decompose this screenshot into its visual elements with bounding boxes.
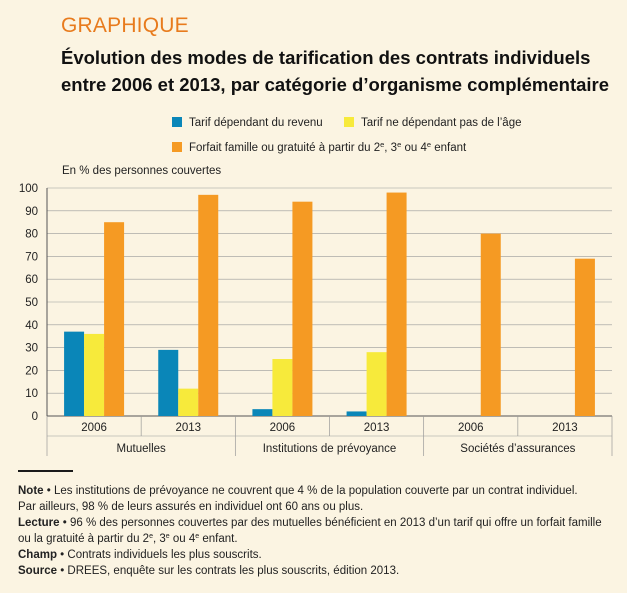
bar	[64, 331, 85, 416]
figure-title-line-1: Évolution des modes de tarification des …	[61, 47, 591, 68]
lecture-text-2-b: , 3	[152, 533, 166, 545]
legend-label: Forfait famille ou gratuité à partir du …	[189, 140, 467, 154]
note-label: Note	[18, 485, 44, 497]
bar-chart: Tarif dépendant du revenu Tarif ne dépend…	[19, 117, 613, 456]
bar	[386, 192, 407, 416]
lecture-text-2-a: ou la gratuité à partir du 2	[18, 533, 150, 545]
figure-notes: Note • Les institutions de prévoyance ne…	[18, 483, 613, 579]
champ-text: • Contrats individuels les plus souscrit…	[56, 549, 262, 561]
bar	[480, 233, 501, 416]
source-label: Source	[18, 565, 57, 577]
lecture-sup-2: e	[165, 533, 170, 540]
x-tick-label: 2013	[552, 422, 578, 434]
lecture-text-2-d: enfant.	[199, 533, 238, 545]
legend-swatch	[172, 117, 182, 127]
bar	[346, 411, 367, 416]
lecture-sup-3: e	[195, 533, 200, 540]
lecture-line-2: ou la gratuité à partir du 2e, 3e ou 4e …	[18, 531, 613, 547]
figure-kicker: GRAPHIQUE	[61, 14, 189, 37]
lecture-sup-1: e	[149, 533, 153, 540]
x-tick-label: 2006	[458, 422, 484, 434]
x-tick-label: 2013	[364, 422, 390, 434]
x-tick-label: 2006	[81, 422, 107, 434]
source-text: • DREES, enquête sur les contrats les pl…	[57, 565, 400, 577]
bar	[574, 258, 595, 416]
group-label: Mutuelles	[117, 443, 166, 455]
y-tick-label: 40	[25, 320, 38, 332]
note-text-2: Par ailleurs, 98 % de leurs assurés en i…	[18, 501, 364, 513]
y-tick-label: 0	[32, 411, 38, 423]
group-label: Institutions de prévoyance	[263, 443, 397, 455]
bar	[84, 333, 105, 416]
lecture-text: • 96 % des personnes couvertes par des m…	[59, 517, 602, 529]
bar	[158, 349, 179, 416]
x-tick-label: 2006	[270, 422, 296, 434]
source-line: Source • DREES, enquête sur les contrats…	[18, 563, 613, 579]
legend-label: Tarif ne dépendant pas de l’âge	[361, 117, 521, 129]
legend-label: Tarif dépendant du revenu	[189, 117, 323, 129]
lecture-line: Lecture • 96 % des personnes couvertes p…	[18, 515, 613, 531]
bar	[104, 222, 125, 416]
y-tick-label: 60	[25, 274, 38, 286]
y-tick-label: 20	[25, 365, 38, 377]
bar	[272, 359, 293, 416]
lecture-text-2-c: ou 4	[169, 533, 196, 545]
y-tick-label: 80	[25, 229, 38, 241]
note-line: Note • Les institutions de prévoyance ne…	[18, 483, 613, 499]
figure-title-line-2: entre 2006 et 2013, par catégorie d’orga…	[61, 74, 610, 95]
y-tick-label: 100	[19, 183, 38, 195]
y-tick-label: 90	[25, 206, 38, 218]
y-tick-label: 10	[25, 388, 38, 400]
x-tick-label: 2013	[175, 422, 201, 434]
y-tick-label: 30	[25, 343, 38, 355]
champ-line: Champ • Contrats individuels les plus so…	[18, 547, 613, 563]
bar	[252, 409, 273, 416]
y-tick-label: 50	[25, 297, 38, 309]
legend-swatch	[172, 142, 182, 152]
lecture-label: Lecture	[18, 517, 60, 529]
notes-divider	[18, 470, 73, 472]
bar	[198, 194, 219, 416]
y-tick-label: 70	[25, 251, 38, 263]
group-label: Sociétés d’assurances	[460, 443, 575, 455]
bar	[178, 388, 199, 416]
champ-label: Champ	[18, 549, 57, 561]
bar	[292, 201, 313, 416]
note-line-2: Par ailleurs, 98 % de leurs assurés en i…	[18, 499, 613, 515]
bar	[366, 352, 387, 416]
legend-swatch	[344, 117, 354, 127]
note-text: • Les institutions de prévoyance ne couv…	[43, 485, 578, 497]
y-axis-label: En % des personnes couvertes	[62, 165, 221, 177]
